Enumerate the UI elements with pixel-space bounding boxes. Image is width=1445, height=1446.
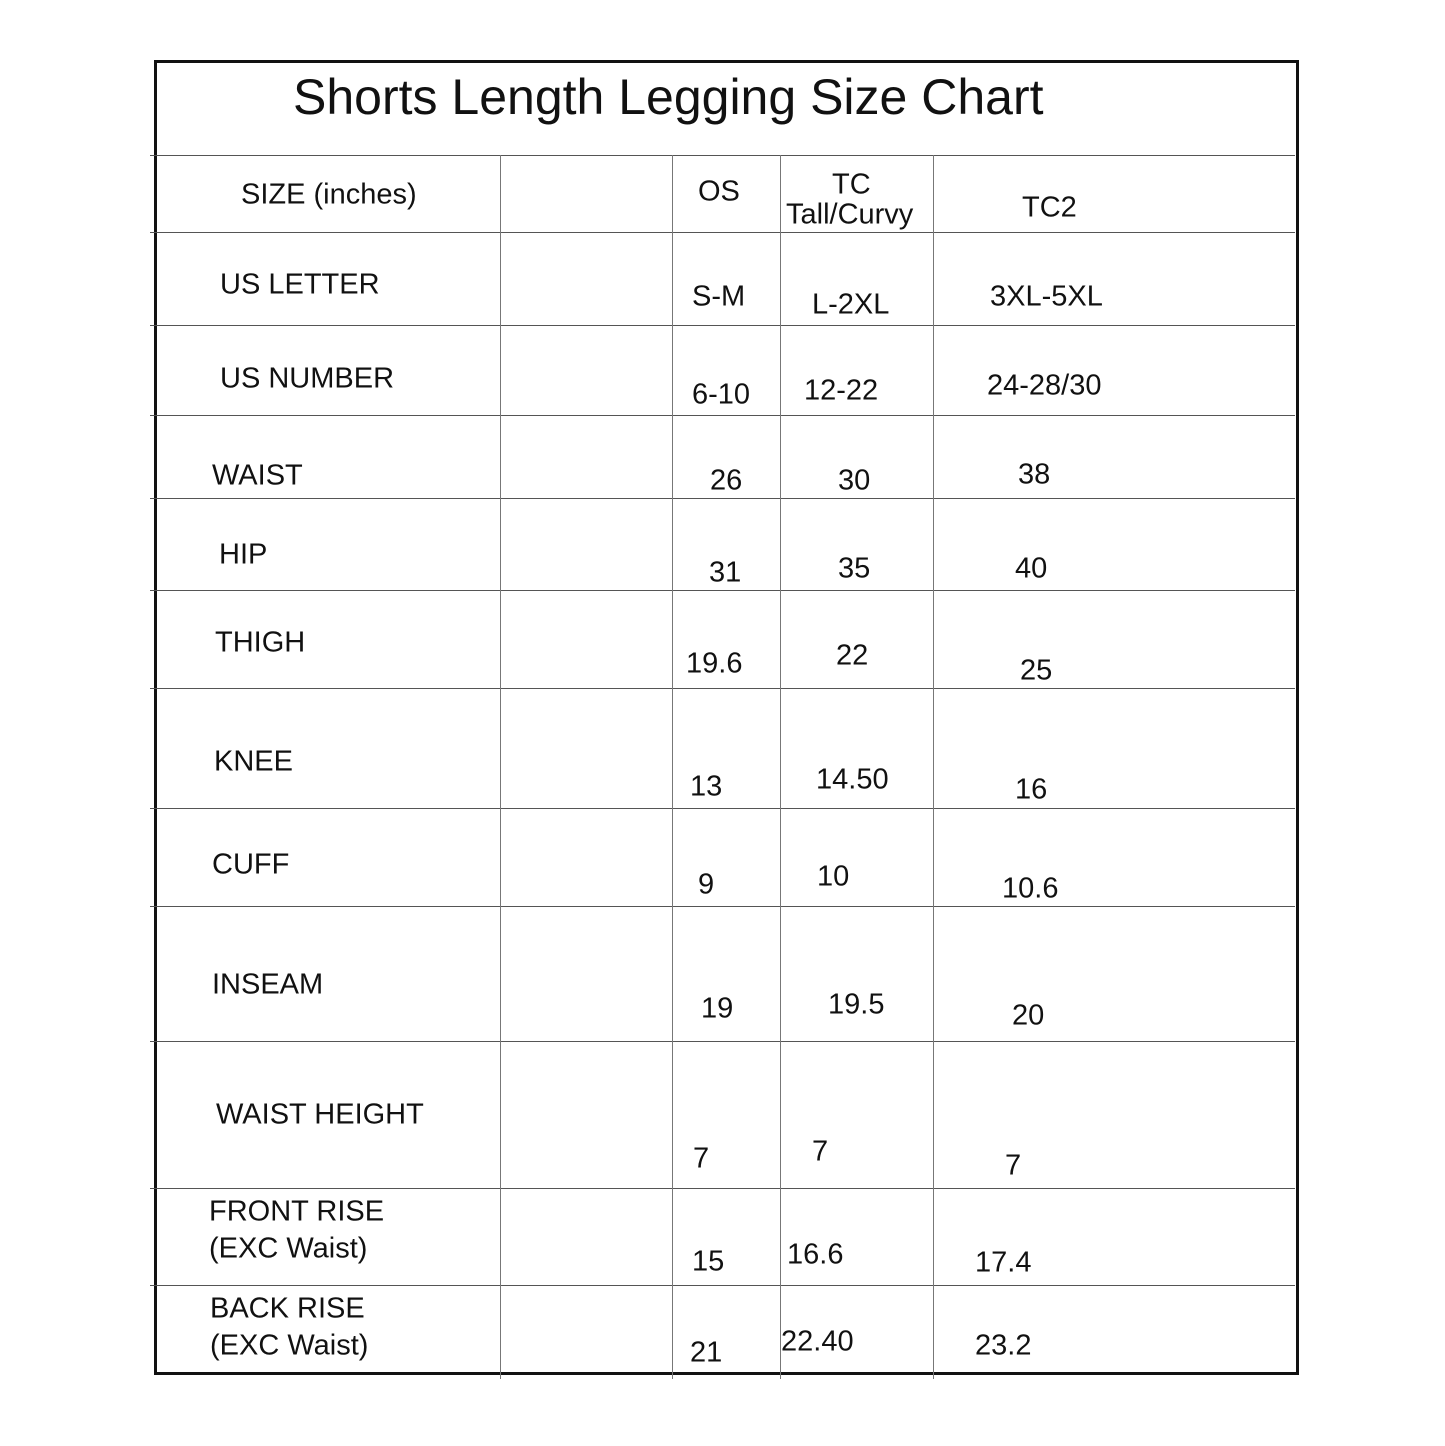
row-value: 14.50 [816, 763, 889, 796]
row-value: 20 [1012, 999, 1045, 1032]
row-value: 23.2 [975, 1329, 1032, 1362]
row-value: 19.5 [828, 988, 885, 1021]
row-value: 35 [838, 552, 871, 585]
row-divider [150, 590, 1295, 591]
header-col-os: OS [698, 175, 740, 208]
row-value: 19.6 [686, 647, 743, 680]
row-label: US LETTER [220, 268, 380, 301]
row-value: 9 [698, 868, 715, 901]
row-label: HIP [219, 538, 268, 571]
column-divider [672, 155, 673, 1379]
row-value: 17.4 [975, 1246, 1032, 1279]
row-value: L-2XL [812, 288, 890, 321]
row-value: 10 [817, 860, 850, 893]
header-col-tc2: TC2 [1022, 191, 1077, 224]
row-label: WAIST [212, 459, 303, 492]
row-value: 30 [838, 464, 871, 497]
row-value: 7 [1005, 1149, 1022, 1182]
row-value: 3XL-5XL [990, 280, 1103, 313]
header-size-label: SIZE (inches) [241, 178, 417, 211]
column-divider [780, 155, 781, 1379]
column-divider [500, 155, 501, 1379]
row-value: 26 [710, 464, 743, 497]
row-value: 31 [709, 556, 742, 589]
row-label: KNEE [214, 745, 293, 778]
row-divider [150, 906, 1295, 907]
page-title: Shorts Length Legging Size Chart [293, 69, 1044, 125]
row-label: BACK RISE [210, 1292, 365, 1325]
row-value: 16 [1015, 773, 1048, 806]
row-label: FRONT RISE [209, 1195, 385, 1228]
row-label: (EXC Waist) [209, 1232, 368, 1265]
row-divider [150, 498, 1295, 499]
row-divider [150, 1188, 1295, 1189]
row-divider [150, 1041, 1295, 1042]
row-value: 21 [690, 1336, 723, 1369]
row-value: 10.6 [1002, 872, 1059, 905]
row-value: 16.6 [787, 1238, 844, 1271]
row-value: 7 [812, 1135, 829, 1168]
row-divider [150, 325, 1295, 326]
row-value: 15 [692, 1245, 725, 1278]
row-label: (EXC Waist) [210, 1329, 369, 1362]
row-label: INSEAM [212, 968, 324, 1001]
row-value: 12-22 [804, 374, 879, 407]
header-col-tc-sub: Tall/Curvy [786, 198, 914, 231]
row-divider [150, 688, 1295, 689]
row-value: 40 [1015, 552, 1048, 585]
row-value: 24-28/30 [987, 369, 1102, 402]
row-value: 22.40 [781, 1325, 854, 1358]
row-value: 19 [701, 992, 734, 1025]
row-divider [150, 232, 1295, 233]
row-label: WAIST HEIGHT [216, 1098, 424, 1131]
row-divider [150, 808, 1295, 809]
size-chart-table [154, 60, 1299, 1375]
row-value: 38 [1018, 458, 1051, 491]
row-label: THIGH [215, 626, 306, 659]
row-label: US NUMBER [220, 362, 395, 395]
column-divider [933, 155, 934, 1379]
row-value: S-M [692, 280, 746, 313]
row-divider [150, 1285, 1295, 1286]
row-label: CUFF [212, 848, 290, 881]
row-divider [150, 415, 1295, 416]
row-value: 13 [690, 770, 723, 803]
header-col-tc: TC [832, 168, 871, 201]
row-divider [150, 155, 1295, 156]
row-value: 25 [1020, 654, 1053, 687]
row-value: 7 [693, 1142, 710, 1175]
row-value: 6-10 [692, 378, 751, 411]
row-value: 22 [836, 639, 869, 672]
